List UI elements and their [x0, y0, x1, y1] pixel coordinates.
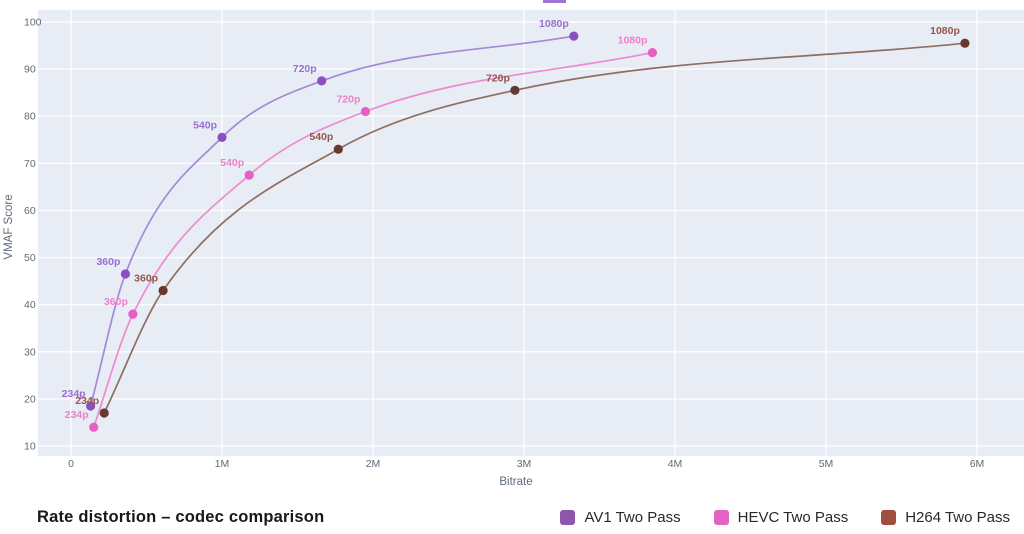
point-hevc-two-pass-1080p[interactable] [647, 48, 658, 58]
point-av1-two-pass-360p[interactable] [120, 269, 130, 279]
x-tick-4M: 4M [668, 458, 683, 470]
point-label-hevc-two-pass-540p: 540p [220, 157, 244, 169]
x-tick-0: 0 [68, 458, 74, 470]
legend-swatch-av1 [560, 509, 576, 525]
point-labels: 234p 360p 540p 720p 1080p 234p 360p 540p 720p 108… [62, 18, 960, 421]
x-tick-1M: 1M [215, 458, 230, 470]
legend-swatch-hevc [713, 509, 729, 525]
point-hevc-two-pass-360p[interactable] [128, 309, 138, 319]
point-label-av1-two-pass-1080p: 1080p [539, 18, 569, 30]
y-tick-60: 60 [24, 205, 36, 217]
y-tick-40: 40 [24, 299, 36, 311]
point-label-hevc-two-pass-1080p: 1080p [618, 35, 648, 47]
y-tick-20: 20 [24, 393, 36, 405]
point-label-h264-two-pass-540p: 540p [309, 131, 333, 143]
point-av1-two-pass-234p[interactable] [86, 401, 96, 411]
point-h264-two-pass-720p[interactable] [510, 85, 520, 95]
y-tick-30: 30 [24, 346, 36, 358]
legend-label-h264: H264 Two Pass [905, 508, 1010, 526]
series-points [86, 31, 970, 432]
point-h264-two-pass-234p[interactable] [99, 408, 109, 418]
legend-item-av1-two-pass[interactable]: AV1 Two Pass [560, 508, 681, 526]
y-tick-90: 90 [24, 64, 36, 76]
point-hevc-two-pass-540p[interactable] [244, 170, 254, 180]
point-label-h264-two-pass-234p: 234p [75, 395, 99, 407]
point-label-h264-two-pass-1080p: 1080p [930, 25, 960, 37]
point-label-av1-two-pass-540p: 540p [193, 119, 217, 131]
y-tick-80: 80 [24, 111, 36, 123]
y-tick-10: 10 [24, 441, 36, 453]
point-h264-two-pass-540p[interactable] [333, 144, 343, 154]
chart-title: Rate distortion – codec comparison [37, 507, 325, 526]
y-tick-100: 100 [24, 17, 42, 29]
point-h264-two-pass-1080p[interactable] [960, 38, 970, 48]
point-av1-two-pass-540p[interactable] [217, 132, 227, 142]
point-label-h264-two-pass-720p: 720p [486, 72, 510, 84]
point-h264-two-pass-360p[interactable] [158, 285, 168, 296]
point-label-av1-two-pass-360p: 360p [96, 256, 120, 268]
series-line-hevc-two-pass [92, 51, 654, 429]
legend-item-h264-two-pass[interactable]: H264 Two Pass [881, 509, 1010, 526]
gridlines [38, 10, 1024, 456]
x-tick-3M: 3M [517, 458, 532, 470]
x-tick-5M: 5M [819, 458, 834, 470]
y-tick-70: 70 [24, 158, 36, 170]
x-tick-6M: 6M [970, 458, 985, 470]
series-line-h264-two-pass [103, 42, 966, 414]
point-label-h264-two-pass-360p: 360p [134, 273, 158, 285]
chart-footer: Rate distortion – codec comparison AV1 T… [0, 500, 1024, 534]
x-tick-2M: 2M [366, 458, 381, 470]
legend-swatch-h264 [881, 509, 897, 525]
point-av1-two-pass-720p[interactable] [317, 76, 327, 86]
point-hevc-two-pass-234p[interactable] [89, 422, 99, 432]
point-label-hevc-two-pass-360p: 360p [104, 296, 128, 308]
point-label-hevc-two-pass-720p: 720p [336, 94, 360, 106]
y-tick-50: 50 [24, 252, 36, 264]
top-accent-mark [543, 0, 566, 3]
x-axis-ticks: 0 1M 2M 3M 4M 5M 6M [68, 458, 984, 470]
y-axis-ticks: 10 20 30 40 50 60 70 80 90 100 [24, 17, 42, 453]
point-label-hevc-two-pass-234p: 234p [65, 409, 89, 421]
x-axis-title: Bitrate [499, 476, 532, 488]
legend-item-hevc-two-pass[interactable]: HEVC Two Pass [713, 508, 849, 526]
point-label-av1-two-pass-234p: 234p [62, 388, 86, 400]
y-axis-title: VMAF Score [3, 194, 15, 259]
plot-area [38, 10, 1024, 456]
legend-label-av1: AV1 Two Pass [584, 508, 681, 526]
point-av1-two-pass-1080p[interactable] [569, 31, 579, 41]
point-hevc-two-pass-720p[interactable] [360, 106, 370, 117]
legend: AV1 Two Pass HEVC Two Pass H264 Two Pass [560, 509, 1010, 526]
point-label-av1-two-pass-720p: 720p [293, 63, 317, 75]
legend-label-hevc: HEVC Two Pass [737, 508, 849, 526]
rate-distortion-plot: 234p360p540p720p1080p234p360p540p720p108… [3, 10, 1024, 488]
